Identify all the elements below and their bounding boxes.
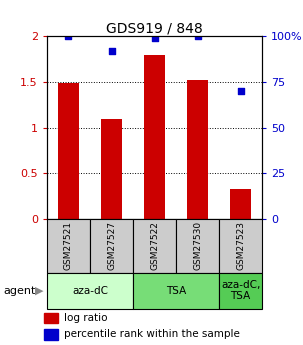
Point	[238, 88, 243, 94]
Text: ▶: ▶	[35, 286, 44, 296]
Point	[152, 35, 157, 41]
Bar	[44, 329, 58, 339]
Text: percentile rank within the sample: percentile rank within the sample	[64, 329, 239, 339]
Text: agent: agent	[3, 286, 35, 296]
Title: GDS919 / 848: GDS919 / 848	[106, 21, 203, 35]
Text: aza-dC,
TSA: aza-dC, TSA	[221, 280, 260, 302]
Bar	[133, 273, 219, 309]
Point	[109, 48, 114, 53]
Bar	[219, 273, 262, 309]
Bar	[187, 80, 208, 219]
Bar	[44, 313, 58, 323]
Bar	[47, 219, 90, 273]
Text: aza-dC: aza-dC	[72, 286, 108, 296]
Bar	[101, 119, 122, 219]
Text: GSM27530: GSM27530	[193, 221, 202, 270]
Bar	[58, 83, 79, 219]
Text: log ratio: log ratio	[64, 313, 107, 323]
Text: GSM27527: GSM27527	[107, 221, 116, 270]
Bar	[47, 273, 133, 309]
Text: GSM27523: GSM27523	[236, 221, 245, 270]
Text: GSM27522: GSM27522	[150, 221, 159, 270]
Bar	[219, 219, 262, 273]
Bar	[144, 55, 165, 219]
Text: TSA: TSA	[166, 286, 186, 296]
Bar	[90, 219, 133, 273]
Text: GSM27521: GSM27521	[64, 221, 73, 270]
Point	[195, 33, 200, 39]
Bar	[230, 189, 251, 219]
Bar	[176, 219, 219, 273]
Point	[66, 33, 71, 39]
Bar	[133, 219, 176, 273]
